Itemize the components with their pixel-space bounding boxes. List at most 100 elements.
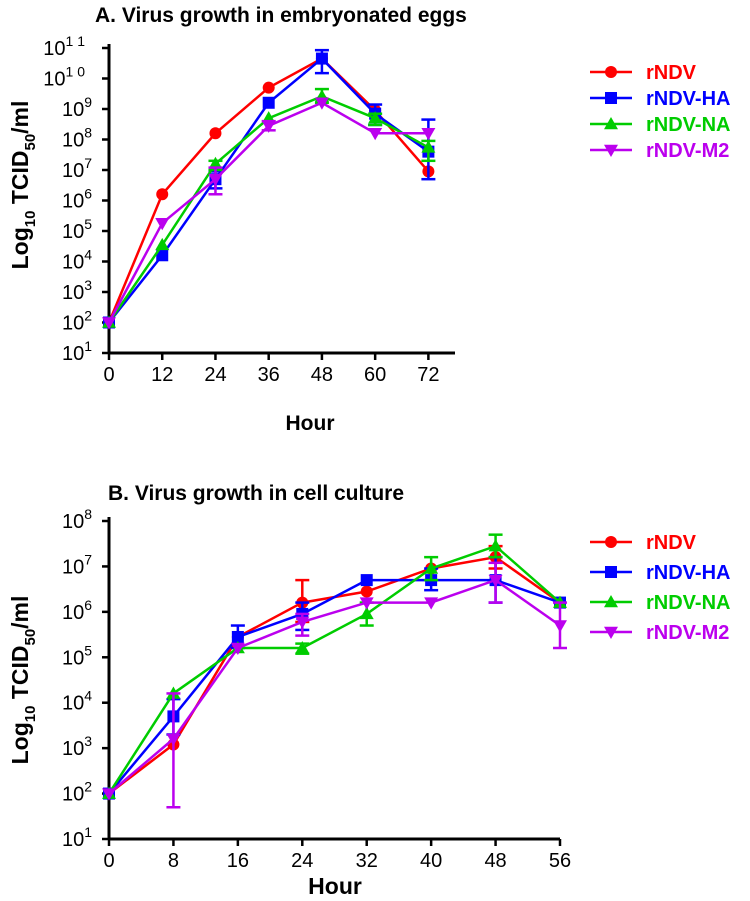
x-tick-label-b: 24 (291, 850, 313, 872)
legend-item-rndv-na-b: rNDV-NA (590, 592, 730, 614)
data-point-rndv-na (421, 140, 436, 153)
data-point-rndv-m2 (421, 128, 436, 141)
data-point-rndv-na (488, 539, 503, 552)
axes-b: 101 102 103 104 105 106 107 108 0 8 16 24 32 40 48 56 (62, 506, 571, 872)
legend-marker-rndv-m2 (604, 144, 618, 157)
data-point-rndv-m2 (261, 120, 276, 133)
legend-item-rndv-ha-b: rNDV-HA (590, 562, 730, 584)
legend-b: rNDV rNDV-HA rNDV-NA rNDV-M2 (590, 532, 730, 644)
data-point-rndv-na (208, 156, 223, 170)
data-point-rndv (209, 127, 222, 140)
y-tick-label-b: 105 (62, 642, 92, 669)
x-tick-label-a: 12 (151, 364, 173, 386)
legend-item-rndv-ha-a: rNDV-HA (590, 88, 730, 110)
legend-item-rndv-na-a: rNDV-NA (590, 114, 730, 136)
panel-b: B. Virus growth in cell culture Hour Log… (7, 482, 730, 899)
series-line-rndv-na (107, 544, 561, 795)
x-tick-label-a: 24 (204, 364, 226, 386)
y-tick-label-b: 101 (62, 824, 92, 851)
legend-a: rNDV rNDV-HA rNDV-NA rNDV-M2 (590, 62, 730, 162)
data-point-rndv-m2 (295, 616, 310, 629)
legend-marker-rndv-ha (605, 566, 617, 578)
y-tick-label-a: 103 (62, 277, 92, 304)
chart-title-a: A. Virus growth in embryonated eggs (95, 4, 467, 27)
legend-item-rndv-b: rNDV (590, 532, 697, 554)
y-tick-label-a: 105 (62, 216, 92, 243)
chart-title-b: B. Virus growth in cell culture (108, 482, 404, 505)
x-tick-label-a: 48 (311, 364, 333, 386)
y-tick-label-b: 108 (62, 506, 92, 533)
series-line-rndv-ha (108, 578, 561, 795)
y-tick-label-a: 108 (62, 125, 92, 152)
data-point-rndv-m2 (230, 642, 245, 656)
data-point-rndv-m2 (314, 97, 329, 110)
legend-label-rndv-m2: rNDV-M2 (646, 622, 729, 644)
legend-label-rndv: rNDV (646, 532, 697, 554)
panel-a: A. Virus growth in embryonated eggs Hour… (7, 4, 730, 435)
x-tick-label-b: 0 (103, 850, 114, 872)
legend-item-rndv-m2-b: rNDV-M2 (590, 622, 729, 644)
y-tick-label-a: 104 (62, 247, 92, 274)
series-rndv-a (103, 52, 435, 329)
data-point-rndv-ha (315, 52, 328, 65)
data-point-rndv-m2 (102, 788, 116, 801)
y-tick-label-b: 104 (62, 688, 92, 715)
data-point-rndv-m2 (359, 597, 374, 610)
series-rndv-m2-b (102, 561, 567, 809)
data-point-rndv-na (359, 606, 374, 620)
x-tick-label-a: 60 (364, 364, 386, 386)
plot-area-a (102, 48, 436, 330)
data-point-rndv-ha (231, 630, 244, 643)
legend-marker-rndv (605, 536, 617, 548)
legend-label-rndv-na: rNDV-NA (646, 592, 730, 614)
y-tick-label-b: 102 (62, 779, 92, 806)
legend-marker-rndv-m2 (604, 626, 618, 639)
x-tick-label-a: 72 (417, 364, 439, 386)
legend-label-rndv-na: rNDV-NA (646, 114, 730, 136)
series-line-rndv-m2 (107, 101, 429, 324)
legend-label-rndv-m2: rNDV-M2 (646, 140, 729, 162)
data-point-rndv (156, 188, 169, 201)
data-point-rndv-m2 (424, 597, 439, 610)
plot-area-b (102, 533, 567, 809)
y-tick-label-b: 106 (62, 597, 92, 624)
x-tick-label-b: 16 (227, 850, 249, 872)
y-tick-label-a: 102 (62, 308, 92, 335)
legend-item-rndv-a: rNDV (590, 62, 697, 84)
y-tick-label-a: 107 (62, 155, 92, 182)
legend-marker-rndv-na (604, 595, 618, 608)
data-point-rndv-na (368, 111, 383, 124)
data-point-rndv (262, 81, 275, 94)
data-point-rndv-m2 (208, 173, 223, 187)
data-point-rndv-ha (262, 96, 275, 109)
data-point-rndv-na (155, 237, 170, 251)
y-tick-label-a: 101 0 (43, 64, 85, 91)
data-point-rndv-na (424, 561, 439, 574)
legend-label-rndv-ha: rNDV-HA (646, 562, 730, 584)
legend-marker-rndv-ha (605, 92, 617, 104)
y-tick-label-a: 101 (62, 338, 92, 365)
x-tick-label-a: 0 (103, 364, 114, 386)
data-point-rndv-na (295, 641, 310, 654)
data-point-rndv-ha (360, 574, 373, 587)
x-tick-label-b: 48 (484, 850, 506, 872)
x-tick-label-b: 56 (549, 850, 571, 872)
legend-label-rndv-ha: rNDV-HA (646, 88, 730, 110)
data-point-rndv-m2 (155, 217, 170, 231)
series-line-rndv-m2 (108, 578, 561, 795)
legend-marker-rndv-na (604, 117, 618, 130)
x-tick-label-a: 36 (258, 364, 280, 386)
legend-label-rndv: rNDV (646, 62, 697, 84)
legend-marker-rndv (605, 66, 617, 78)
x-tick-label-b: 32 (356, 850, 378, 872)
data-point-rndv-m2 (166, 733, 181, 746)
y-tick-label-a: 109 (62, 94, 92, 121)
y-tick-label-b: 107 (62, 551, 92, 578)
legend-item-rndv-m2-a: rNDV-M2 (590, 140, 729, 162)
data-point-rndv-m2 (368, 128, 383, 141)
data-point-rndv-m2 (102, 317, 116, 330)
x-axis-label-b: Hour (308, 873, 362, 899)
x-axis-label-a: Hour (286, 412, 335, 435)
y-tick-label-a: 101 1 (43, 33, 85, 60)
